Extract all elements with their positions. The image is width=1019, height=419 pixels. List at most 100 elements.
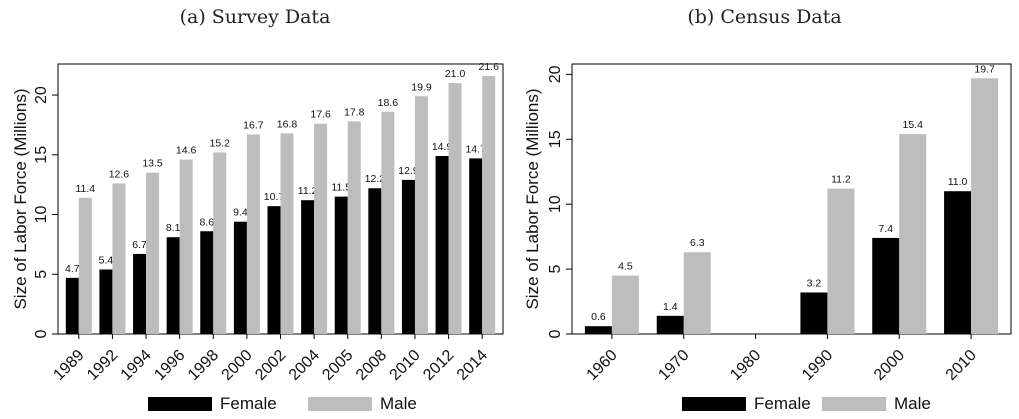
bar-male-1998 xyxy=(213,152,227,334)
data-label-male-2005: 17.8 xyxy=(344,106,365,118)
census-data-panel: (b) Census Data 0 5 10 15 20 Size of Labor Fo… xyxy=(510,0,1019,419)
bar-female-2002 xyxy=(267,206,281,334)
data-label-male-2014: 21.6 xyxy=(478,61,499,73)
x-tick-label-2010: 2010 xyxy=(943,347,980,384)
x-tick-label-1996: 1996 xyxy=(151,347,188,384)
data-label-female-2000: 7.4 xyxy=(878,223,893,235)
data-label-female-2012: 14.9 xyxy=(432,141,453,153)
x-tick-label-2004: 2004 xyxy=(286,347,323,384)
y-tick-label: 5 xyxy=(547,265,564,274)
y-axis-title: Size of Labor Force (Millions) xyxy=(11,88,30,309)
data-label-female-2008: 12.2 xyxy=(365,173,386,185)
legend-item-female: Female xyxy=(682,393,811,415)
legend-label-female: Female xyxy=(754,394,811,413)
bar-female-1992 xyxy=(99,269,113,334)
data-label-male-2004: 17.6 xyxy=(310,109,331,121)
bar-male-2000 xyxy=(899,134,927,334)
x-tick-label-1992: 1992 xyxy=(84,347,121,384)
bar-female-1990 xyxy=(800,292,828,334)
data-label-female-2000: 9.4 xyxy=(233,207,248,219)
x-tick-label-2012: 2012 xyxy=(420,347,457,384)
census-bar-chart: 0 5 10 15 20 Size of Labor Force (Millions) 0.… xyxy=(523,63,1012,384)
data-label-female-1960: 0.6 xyxy=(591,311,606,323)
bar-female-2005 xyxy=(334,196,348,334)
data-label-male-1989: 11.4 xyxy=(75,183,95,195)
y-tick-label: 0 xyxy=(547,329,564,338)
bar-male-2002 xyxy=(280,133,294,334)
legend: Female Male xyxy=(682,393,982,415)
chart-title: (b) Census Data xyxy=(687,6,842,28)
bar-female-2010 xyxy=(944,191,972,334)
x-tick-label-2002: 2002 xyxy=(252,347,289,384)
x-tick-label-1990: 1990 xyxy=(799,347,836,384)
bar-male-2010 xyxy=(414,96,428,334)
x-tick-label-2010: 2010 xyxy=(387,347,424,384)
bar-female-2014 xyxy=(469,158,483,334)
x-tick-label-1998: 1998 xyxy=(185,347,222,384)
survey-data-panel: (a) Survey Data 0 5 10 15 20 Size of Labor Fo… xyxy=(11,6,504,415)
bar-female-1996 xyxy=(166,237,180,334)
legend-swatch-female xyxy=(682,397,746,411)
data-label-female-2014: 14.7 xyxy=(465,143,486,155)
y-tick-label: 15 xyxy=(33,146,50,164)
data-label-female-1996: 8.1 xyxy=(166,222,181,234)
bar-female-1998 xyxy=(200,231,214,334)
bar-female-1994 xyxy=(133,253,147,334)
data-label-male-2010: 19.7 xyxy=(974,63,995,75)
bar-female-1989 xyxy=(65,277,79,334)
bar-male-1992 xyxy=(112,183,126,334)
data-label-male-2008: 18.6 xyxy=(378,97,399,109)
legend-item-female: Female xyxy=(148,393,277,415)
data-label-female-1994: 6.7 xyxy=(132,239,147,251)
bar-female-1970 xyxy=(656,315,684,334)
chart-title: (a) Survey Data xyxy=(179,6,331,28)
bar-male-1996 xyxy=(179,159,193,334)
bar-male-2008 xyxy=(381,111,395,334)
data-label-male-1992: 12.6 xyxy=(109,168,130,180)
x-tick-label-1970: 1970 xyxy=(655,347,692,384)
legend-label-male: Male xyxy=(894,394,931,413)
data-label-male-1990: 11.2 xyxy=(831,174,851,186)
plot-frame xyxy=(571,63,1012,335)
data-label-male-1970: 6.3 xyxy=(690,237,705,249)
x-tick-label-1960: 1960 xyxy=(584,347,621,384)
legend-label-female: Female xyxy=(220,394,277,413)
data-label-male-2002: 16.8 xyxy=(277,118,298,130)
y-tick-label: 20 xyxy=(33,86,50,104)
data-label-male-2010: 19.9 xyxy=(411,81,432,93)
data-label-female-2004: 11.2 xyxy=(298,185,318,197)
data-label-female-1990: 3.2 xyxy=(807,277,822,289)
data-label-male-1994: 13.5 xyxy=(142,158,163,170)
bar-female-2008 xyxy=(368,188,382,334)
legend: Female Male xyxy=(148,393,448,415)
data-label-female-1992: 5.4 xyxy=(99,254,114,266)
x-tick-label-1989: 1989 xyxy=(50,347,87,384)
bar-male-1994 xyxy=(146,172,160,334)
x-tick-label-2014: 2014 xyxy=(454,347,491,384)
bar-male-1970 xyxy=(683,252,711,334)
data-label-female-2002: 10.7 xyxy=(264,191,285,203)
legend-swatch-male xyxy=(822,397,886,411)
data-label-male-1960: 4.5 xyxy=(618,261,633,273)
data-label-male-2000: 15.4 xyxy=(903,119,924,131)
data-label-female-1989: 4.7 xyxy=(65,263,80,275)
bar-male-1989 xyxy=(78,197,92,334)
bar-female-2000 xyxy=(233,221,247,334)
bar-female-2004 xyxy=(301,200,315,334)
legend-item-male: Male xyxy=(308,393,417,415)
legend-swatch-female xyxy=(148,397,212,411)
bar-male-2005 xyxy=(347,121,361,335)
bar-male-1960 xyxy=(611,275,639,334)
bar-male-2012 xyxy=(448,83,462,334)
legend-label-male: Male xyxy=(380,394,417,413)
x-tick-label-1980: 1980 xyxy=(727,347,764,384)
y-tick-label: 10 xyxy=(33,206,50,224)
bar-male-2014 xyxy=(482,75,496,334)
data-label-male-1998: 15.2 xyxy=(210,137,231,149)
data-label-male-1996: 14.6 xyxy=(176,145,197,157)
legend-item-male: Male xyxy=(822,393,931,415)
bar-male-2004 xyxy=(314,123,328,334)
y-tick-label: 0 xyxy=(33,329,50,338)
y-tick-label: 20 xyxy=(547,65,564,83)
